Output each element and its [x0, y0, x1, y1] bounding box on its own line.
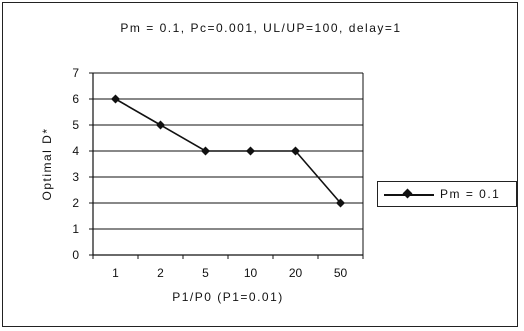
axis-layer	[89, 72, 364, 259]
legend: Pm = 0.1	[377, 181, 517, 207]
y-tick-label: 2	[72, 196, 79, 210]
x-tick-label: 50	[334, 266, 348, 280]
y-tick-label: 7	[72, 66, 79, 80]
x-tick-label: 10	[244, 266, 258, 280]
series-line	[115, 98, 342, 204]
legend-label: Pm = 0.1	[440, 187, 501, 201]
chart-title: Pm = 0.1, Pc=0.001, UL/UP=100, delay=1	[120, 21, 402, 35]
x-tick-label: 1	[112, 266, 119, 280]
y-tick-label: 0	[72, 248, 79, 262]
y-tick-label: 1	[72, 222, 79, 236]
x-tick-label: 20	[289, 266, 303, 280]
data-point	[201, 146, 210, 156]
x-tick-label: 2	[157, 266, 164, 280]
data-point	[156, 120, 165, 130]
y-axis-title: Optimal D*	[40, 127, 54, 200]
y-tick-label: 4	[72, 144, 79, 158]
series-layer	[111, 94, 345, 208]
label-layer: 0 1 2 3 4 5 6 7 1 2 5 10 20 50 P1/P0 (P1=0.01) Optimal …	[40, 66, 347, 304]
line-chart: 0 1 2 3 4 5 6 7 1 2 5 10 20 50 P1/P0 (P1=0.01) Optimal …	[40, 66, 364, 304]
legend-diamond-marker	[402, 188, 413, 199]
data-point	[336, 198, 345, 208]
chart-frame: Pm = 0.1, Pc=0.001, UL/UP=100, delay=1 0…	[2, 2, 518, 327]
y-tick-label: 6	[72, 92, 79, 106]
x-tick-label: 5	[202, 266, 209, 280]
data-point	[111, 94, 120, 104]
y-tick-label: 5	[72, 118, 79, 132]
data-point	[291, 146, 300, 156]
data-point	[246, 146, 255, 156]
y-tick-label: 3	[72, 170, 79, 184]
x-axis-title: P1/P0 (P1=0.01)	[172, 290, 284, 304]
